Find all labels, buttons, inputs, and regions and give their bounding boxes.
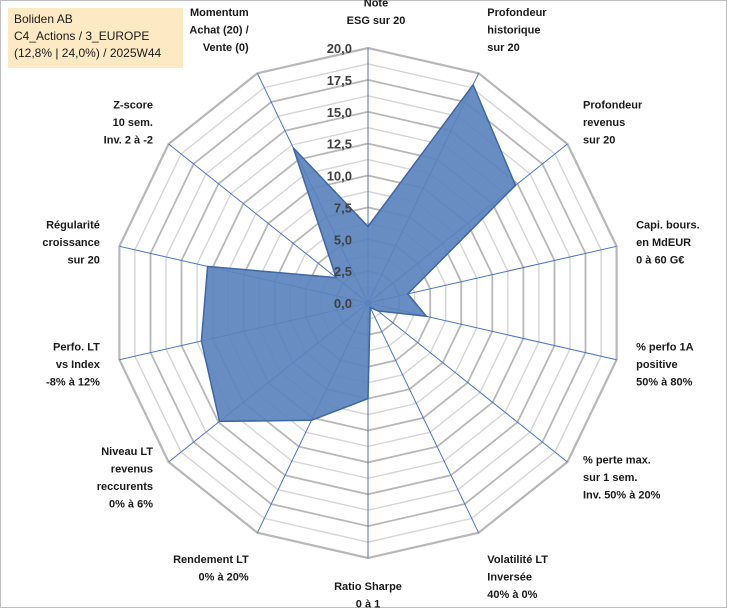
axis-label-line: historique xyxy=(487,25,540,37)
axis-label: Profondeur historique sur 20 xyxy=(487,7,547,54)
radial-tick-label: 12,5 xyxy=(327,137,352,152)
axis-label-line: Z-score xyxy=(113,100,153,112)
axis-label-line: 50% à 80% xyxy=(636,377,692,389)
axis-label: Rendement LT 0% à 20% xyxy=(173,554,249,584)
axis-label-line: Inversée xyxy=(487,571,532,583)
axis-label-line: sur 20 xyxy=(67,254,99,266)
radial-tick-label: 0,0 xyxy=(334,296,352,311)
axis-labels: Note ESG sur 20 Profondeur historique sur 20… xyxy=(42,0,699,610)
axis-label-line: 0 à 1 xyxy=(356,599,380,610)
axis-label-line: Niveau LT xyxy=(101,446,153,458)
axis-label: Note ESG sur 20 xyxy=(347,0,406,27)
axis-label-line: revenus xyxy=(583,117,625,129)
axis-label: Volatilité LT Inversée 40% à 0% xyxy=(487,554,548,601)
axis-label-line: Achat (20) / xyxy=(189,25,248,37)
axis-label-line: Capi. bours. xyxy=(636,219,700,231)
axis-label: Profondeur revenus sur 20 xyxy=(583,100,643,147)
radar-axis-line xyxy=(367,302,480,533)
axis-label-line: Rendement LT xyxy=(173,554,249,566)
radial-tick-label: 20,0 xyxy=(327,41,352,56)
performance-label: (12,8% | 24,0%) / 2025W44 xyxy=(14,46,162,60)
axis-label-line: Ratio Sharpe xyxy=(334,581,402,593)
axis-label: Momentum Achat (20) / Vente (0) xyxy=(189,7,249,54)
radar-axis-line xyxy=(168,143,369,304)
axis-label-line: sur 1 sem. xyxy=(583,472,637,484)
axis-label-line: Perfo. LT xyxy=(53,342,100,354)
axis-label: % perfo 1A positive 50% à 80% xyxy=(636,342,694,389)
axis-label-line: sur 20 xyxy=(487,42,519,54)
axis-label: Régularité croissance sur 20 xyxy=(42,219,99,266)
axis-label-line: Inv. 50% à 20% xyxy=(583,490,661,502)
axis-label-line: sur 20 xyxy=(583,135,615,147)
category-label: C4_Actions / 3_EUROPE xyxy=(14,29,150,43)
axis-label-line: -8% à 12% xyxy=(46,377,100,389)
axis-label: Ratio Sharpe 0 à 1 xyxy=(334,581,402,610)
radial-tick-label: 10,0 xyxy=(327,169,352,184)
axis-label-line: 0 à 60 G€ xyxy=(636,254,684,266)
axis-label-line: positive xyxy=(636,359,678,371)
company-name: Boliden AB xyxy=(14,12,73,26)
radar-axis-line xyxy=(367,302,568,463)
axis-label-line: 0% à 6% xyxy=(109,498,153,510)
axis-label-line: en MdEUR xyxy=(636,237,691,249)
axis-label: Z-score 10 sem. Inv. 2 à -2 xyxy=(104,100,153,147)
radial-tick-label: 7,5 xyxy=(334,200,352,215)
radial-ticks: 0,0 2,5 5,0 7,5 10,0 12,5 15,0 17,5 20,0 xyxy=(327,41,352,311)
info-box: Boliden AB C4_Actions / 3_EUROPE (12,8% … xyxy=(8,8,183,68)
axis-label-line: Momentum xyxy=(190,7,249,19)
radial-tick-label: 17,5 xyxy=(327,73,352,88)
axis-label: Capi. bours. en MdEUR 0 à 60 G€ xyxy=(636,219,700,266)
radial-tick-label: 2,5 xyxy=(334,264,352,279)
axis-label-line: % perte max. xyxy=(583,455,651,467)
axis-label: % perte max. sur 1 sem. Inv. 50% à 20% xyxy=(583,455,661,502)
axis-label-line: 40% à 0% xyxy=(487,589,537,601)
axis-label-line: Régularité xyxy=(46,219,100,231)
axis-label-line: 0% à 20% xyxy=(199,571,249,583)
axis-label-line: ESG sur 20 xyxy=(347,15,406,27)
axis-label-line: 10 sem. xyxy=(113,117,153,129)
radar-series xyxy=(200,83,517,423)
radial-tick-label: 15,0 xyxy=(327,105,352,120)
radar-axis-line xyxy=(367,245,617,304)
axis-label-line: croissance xyxy=(42,237,99,249)
axis-label-line: Note xyxy=(364,0,388,10)
axis-label: Niveau LT revenus reccurents 0% à 6% xyxy=(97,446,154,511)
axis-label-line: vs Index xyxy=(56,359,101,371)
series-area xyxy=(200,83,517,423)
axis-label-line: reccurents xyxy=(97,481,153,493)
axis-label-line: Inv. 2 à -2 xyxy=(104,135,153,147)
axis-label-line: Volatilité LT xyxy=(487,554,548,566)
axis-label-line: Vente (0) xyxy=(203,42,249,54)
axis-label-line: Profondeur xyxy=(487,7,547,19)
axis-label-line: % perfo 1A xyxy=(636,342,694,354)
radial-tick-label: 5,0 xyxy=(334,232,352,247)
axis-label-line: Profondeur xyxy=(583,100,643,112)
axis-label-line: revenus xyxy=(111,463,153,475)
axis-label: Perfo. LT vs Index -8% à 12% xyxy=(46,342,101,389)
